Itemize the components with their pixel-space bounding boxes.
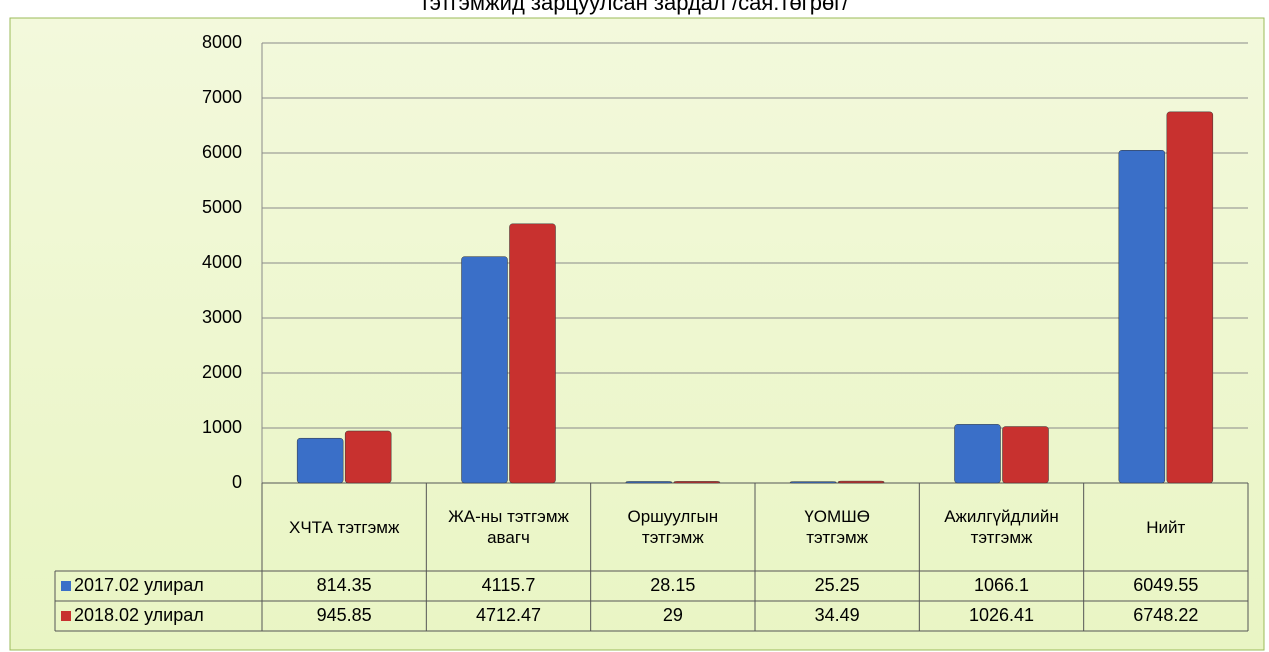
table-value: 814.35 xyxy=(317,575,372,595)
chart-title: тэтгэмжид зарцуулсан зардал /сая.төгрөг/ xyxy=(420,0,850,15)
bar xyxy=(625,481,673,484)
chart-background xyxy=(9,17,1265,651)
x-tick-label: ЖА-ны тэтгэмж авагч xyxy=(448,507,569,547)
y-tick-label: 3000 xyxy=(202,307,242,327)
legend-marker xyxy=(61,611,71,621)
x-tick-label: Оршуулгын тэтгэмж xyxy=(627,507,719,547)
y-tick-label: 7000 xyxy=(202,87,242,107)
x-tick-label: ХЧТА тэтгэмж xyxy=(288,517,400,537)
x-tick-label: ҮОМШӨ тэтгэмж xyxy=(804,507,870,547)
table-value: 4712.47 xyxy=(476,605,541,625)
bar xyxy=(296,437,344,484)
y-tick-label: 2000 xyxy=(202,362,242,382)
table-value: 1026.41 xyxy=(969,605,1034,625)
table-value: 945.85 xyxy=(317,605,372,625)
bar xyxy=(1002,426,1049,484)
table-value: 25.25 xyxy=(815,575,860,595)
table-value: 6748.22 xyxy=(1133,605,1198,625)
y-tick-label: 5000 xyxy=(202,197,242,217)
legend-label: 2018.02 улирал xyxy=(74,605,204,625)
legend-label: 2017.02 улирал xyxy=(74,575,204,595)
bar xyxy=(837,480,885,484)
table-value: 1066.1 xyxy=(974,575,1029,595)
bar xyxy=(1118,150,1166,484)
x-tick-label: Ажилгүйдлийн тэтгэмж xyxy=(944,507,1059,547)
y-tick-label: 6000 xyxy=(202,142,242,162)
y-tick-label: 4000 xyxy=(202,252,242,272)
table-value: 29 xyxy=(663,605,683,625)
table-value: 6049.55 xyxy=(1133,575,1198,595)
y-tick-label: 1000 xyxy=(202,417,242,437)
bar xyxy=(789,481,837,484)
bar xyxy=(673,481,721,484)
table-value: 28.15 xyxy=(650,575,695,595)
bar xyxy=(509,223,556,484)
bar xyxy=(954,424,1001,484)
bar xyxy=(344,430,392,484)
legend-marker xyxy=(61,581,71,591)
bar xyxy=(1166,111,1214,484)
table-value: 34.49 xyxy=(815,605,860,625)
x-tick-label: Нийт xyxy=(1146,517,1186,537)
table-value: 4115.7 xyxy=(482,575,536,595)
bar xyxy=(461,256,508,484)
y-tick-label: 0 xyxy=(232,472,242,492)
y-tick-label: 8000 xyxy=(202,32,242,52)
